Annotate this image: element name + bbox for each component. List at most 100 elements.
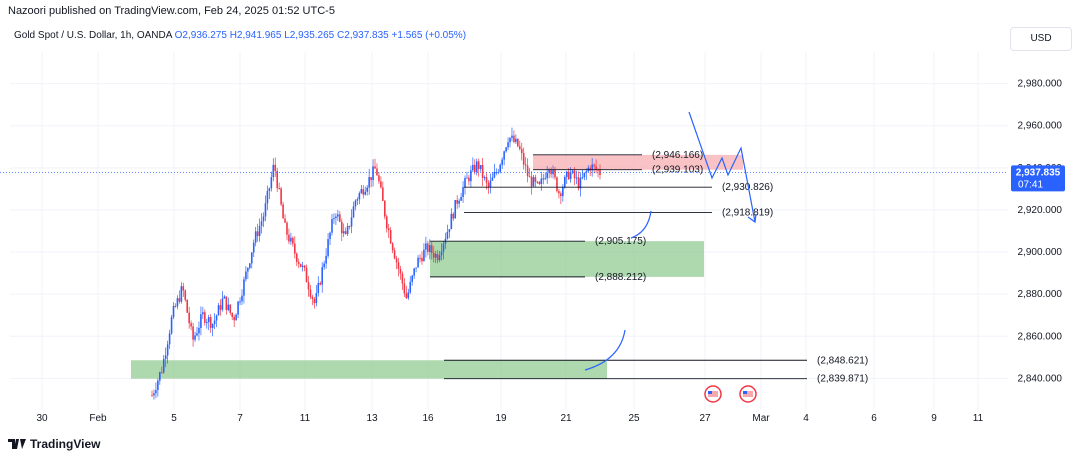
currency-button[interactable]: USD bbox=[1010, 27, 1072, 51]
candle-body bbox=[198, 327, 200, 334]
candle-body bbox=[552, 170, 554, 175]
candle-body bbox=[548, 170, 550, 173]
candle-body bbox=[303, 265, 306, 268]
candle-body bbox=[204, 312, 206, 323]
candle-body bbox=[335, 216, 337, 219]
level-label: (2,839.871) bbox=[817, 374, 868, 385]
publisher-line: Nazoori published on TradingView.com, Fe… bbox=[8, 5, 335, 17]
candle-body bbox=[565, 171, 568, 177]
candle-body bbox=[558, 191, 560, 194]
candle-body bbox=[460, 197, 462, 201]
candle-body bbox=[360, 189, 363, 194]
candle-body bbox=[597, 169, 599, 171]
y-tick-label: 2,880.000 bbox=[1018, 289, 1063, 300]
x-tick-label: 21 bbox=[560, 413, 572, 424]
candle-body bbox=[491, 177, 494, 181]
candle-body bbox=[264, 203, 267, 217]
publish-header: Nazoori published on TradingView.com, Fe… bbox=[0, 0, 1080, 22]
candle-body bbox=[282, 204, 284, 219]
y-tick-label: 2,940.000 bbox=[1018, 163, 1063, 174]
candle-body bbox=[162, 359, 165, 373]
candle-body bbox=[458, 200, 460, 204]
candle-body bbox=[309, 289, 312, 297]
candle-body bbox=[554, 170, 556, 178]
level-label: (2,946.166) bbox=[652, 150, 703, 161]
candle-body bbox=[288, 234, 290, 242]
y-tick-label: 2,980.000 bbox=[1018, 79, 1063, 90]
candle-body bbox=[501, 159, 503, 165]
candle-body bbox=[444, 238, 447, 244]
candle-body bbox=[468, 177, 470, 182]
candle-body bbox=[440, 251, 443, 256]
x-tick-label: Mar bbox=[752, 413, 770, 424]
candle-body bbox=[434, 253, 437, 258]
candle-body bbox=[280, 188, 282, 205]
annotations bbox=[584, 111, 757, 403]
candle-body bbox=[473, 164, 476, 173]
candle-body bbox=[233, 317, 235, 321]
ohlc-high: H2,941.965 bbox=[229, 30, 282, 41]
us-flag-event-icon bbox=[739, 385, 757, 403]
candle-body bbox=[520, 148, 523, 154]
candle-body bbox=[569, 172, 572, 180]
candle-body bbox=[205, 322, 208, 324]
candle-body bbox=[517, 138, 519, 147]
candle-body bbox=[489, 180, 492, 188]
candle-body bbox=[362, 189, 365, 195]
candle-body bbox=[342, 231, 345, 234]
candle-body bbox=[358, 193, 361, 200]
x-tick-label: 30 bbox=[36, 413, 48, 424]
candle-body bbox=[196, 333, 198, 336]
candle-body bbox=[585, 171, 588, 173]
candle-body bbox=[356, 199, 359, 201]
candle-body bbox=[395, 258, 398, 263]
candle-body bbox=[462, 187, 464, 198]
candle-body bbox=[495, 172, 498, 174]
bar-countdown-label: 07:41 bbox=[1018, 179, 1043, 190]
candle-body bbox=[579, 177, 582, 189]
candle-body bbox=[391, 243, 394, 251]
candle-body bbox=[254, 231, 257, 243]
candle-body bbox=[329, 232, 331, 240]
level-label: (2,888.212) bbox=[595, 272, 646, 283]
candle-body bbox=[413, 268, 415, 276]
y-tick-label: 2,920.000 bbox=[1018, 205, 1063, 216]
x-axis: 30 Feb 5 7 11 13 16 19 21 25 27 Mar 4 6 9 11 bbox=[36, 413, 983, 424]
candle-body bbox=[571, 170, 574, 173]
candle-body bbox=[202, 312, 204, 315]
candle-body bbox=[499, 164, 502, 172]
candle-body bbox=[419, 257, 421, 259]
candle-body bbox=[452, 213, 455, 219]
candle-body bbox=[397, 262, 400, 269]
candle-body bbox=[323, 263, 325, 268]
candle-body bbox=[560, 193, 562, 197]
symbol-name[interactable]: Gold Spot / U.S. Dollar, 1h, OANDA bbox=[14, 30, 172, 41]
curve-arrow-lower bbox=[584, 329, 626, 371]
x-tick-label: 25 bbox=[628, 413, 640, 424]
tradingview-logo-text: TradingView bbox=[30, 437, 101, 451]
candle-body bbox=[423, 249, 425, 262]
candle-body bbox=[286, 222, 288, 235]
supply-zone bbox=[533, 154, 743, 170]
candle-body bbox=[194, 335, 196, 340]
y-tick-label: 2,860.000 bbox=[1018, 331, 1063, 342]
candle-body bbox=[380, 181, 382, 188]
candle-body bbox=[192, 326, 194, 340]
candle-body bbox=[284, 218, 286, 223]
x-tick-label: 4 bbox=[803, 413, 809, 424]
candles bbox=[151, 127, 601, 400]
candle-body bbox=[307, 282, 310, 290]
y-tick-label: 2,840.000 bbox=[1018, 373, 1063, 384]
candle-body bbox=[297, 261, 300, 264]
candle-body bbox=[376, 168, 378, 176]
candle-body bbox=[389, 230, 392, 244]
candle-body bbox=[319, 282, 322, 285]
candle-body bbox=[528, 176, 531, 178]
candle-body bbox=[333, 218, 335, 220]
candle-body bbox=[294, 243, 296, 254]
candle-body bbox=[479, 164, 482, 169]
candle-body bbox=[372, 166, 374, 181]
tradingview-logo[interactable]: TradingView bbox=[8, 437, 100, 451]
ohlc-close: C2,937.835 bbox=[337, 30, 389, 41]
